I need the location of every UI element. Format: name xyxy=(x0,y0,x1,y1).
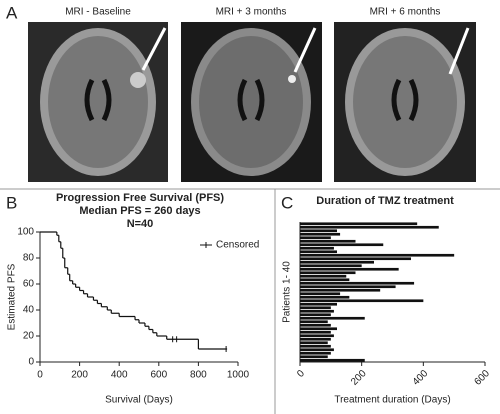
bar xyxy=(300,330,331,334)
mri-image xyxy=(334,22,476,182)
bar xyxy=(300,271,356,275)
mri-label: MRI - Baseline xyxy=(65,7,131,18)
bar xyxy=(300,288,381,292)
bar xyxy=(300,358,365,362)
chart-title: Progression Free Survival (PFS) xyxy=(56,192,224,204)
bar xyxy=(300,267,399,271)
y-axis-label: Estimated PFS xyxy=(7,263,18,330)
x-tick-label: 600 xyxy=(150,370,167,381)
bar xyxy=(300,351,331,355)
panel-label: A xyxy=(6,3,18,22)
bar xyxy=(300,243,384,247)
bar xyxy=(300,236,331,240)
bar xyxy=(300,278,350,282)
x-tick-label: 200 xyxy=(71,370,88,381)
y-tick-label: 60 xyxy=(23,279,35,290)
bar xyxy=(300,264,362,268)
bar xyxy=(300,306,331,310)
bar xyxy=(300,260,374,264)
y-tick-label: 20 xyxy=(23,331,35,342)
bar xyxy=(300,309,334,313)
bar xyxy=(300,299,424,303)
x-tick-label: 800 xyxy=(190,370,207,381)
mri-label: MRI + 3 months xyxy=(216,7,287,18)
bar xyxy=(300,222,418,226)
y-tick-label: 40 xyxy=(23,305,35,316)
bar xyxy=(300,295,350,299)
bar xyxy=(300,281,415,285)
bar xyxy=(300,232,341,236)
bar xyxy=(300,327,337,331)
x-tick-label: 1000 xyxy=(227,370,250,381)
x-axis-label: Survival (Days) xyxy=(105,395,173,406)
chart-title: Duration of TMZ treatment xyxy=(316,195,454,207)
bar xyxy=(300,320,328,324)
bar xyxy=(300,302,337,306)
bar xyxy=(300,274,347,278)
bar xyxy=(300,344,331,348)
panel-label: B xyxy=(6,193,17,212)
panel-label: C xyxy=(281,193,293,212)
chart-subtitle: N=40 xyxy=(127,218,154,230)
x-tick-label: 0 xyxy=(37,370,43,381)
bar xyxy=(300,253,455,257)
chart-subtitle: Median PFS = 260 days xyxy=(79,205,200,217)
mri-image xyxy=(28,22,168,182)
bar xyxy=(300,229,337,233)
bar xyxy=(300,239,356,243)
y-tick-label: 100 xyxy=(17,227,34,238)
bar xyxy=(300,257,411,261)
mri-label: MRI + 6 months xyxy=(370,7,441,18)
y-tick-label: 0 xyxy=(28,357,34,368)
y-tick-label: 80 xyxy=(23,253,35,264)
bar xyxy=(300,334,334,338)
bar xyxy=(300,250,337,254)
legend-label: Censored xyxy=(216,240,259,251)
bar xyxy=(300,341,328,345)
bar xyxy=(300,355,328,359)
bar xyxy=(300,337,331,341)
bar xyxy=(300,313,331,317)
mri-image xyxy=(181,22,322,182)
bar xyxy=(300,348,334,352)
x-tick-label: 400 xyxy=(111,370,128,381)
mri-images xyxy=(28,22,476,182)
y-axis-label: Patients 1- 40 xyxy=(282,261,293,323)
bar xyxy=(300,323,331,327)
bar xyxy=(300,285,396,289)
bar xyxy=(300,292,341,296)
x-axis-label: Treatment duration (Days) xyxy=(334,395,450,406)
bar xyxy=(300,316,365,320)
bar xyxy=(300,246,334,250)
bar xyxy=(300,225,439,229)
